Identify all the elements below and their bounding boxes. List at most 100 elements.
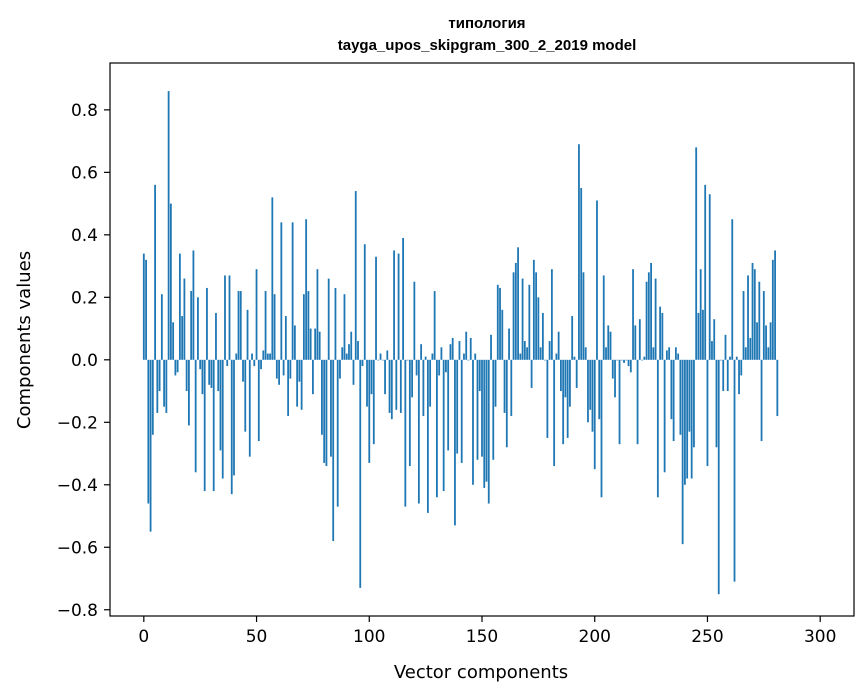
bar-204: [602, 275, 605, 360]
bar-273: [758, 281, 761, 360]
bar-278: [769, 322, 772, 360]
bar-246: [697, 312, 700, 360]
bar-160: [503, 359, 506, 413]
bar-213: [623, 359, 625, 363]
bar-221: [641, 359, 643, 361]
bar-180: [548, 341, 551, 360]
bar-216: [629, 359, 632, 373]
bar-114: [399, 359, 402, 413]
bar-120: [413, 281, 416, 360]
bar-34: [219, 359, 222, 451]
bar-181: [550, 269, 553, 360]
bar-148: [476, 359, 479, 460]
bar-151: [483, 359, 486, 488]
bar-188: [566, 359, 569, 438]
bar-129: [433, 291, 436, 360]
bar-154: [490, 334, 492, 360]
bar-109: [388, 359, 391, 413]
bar-143: [465, 331, 468, 360]
bar-59: [275, 359, 278, 379]
bar-84: [332, 359, 335, 542]
bar-65: [289, 359, 292, 379]
x-tick-label-150: 150: [466, 627, 498, 647]
bar-192: [575, 359, 578, 388]
bar-60: [278, 359, 280, 385]
bar-182: [553, 359, 556, 467]
bar-22: [192, 250, 195, 360]
bar-33: [217, 359, 220, 392]
bar-226: [652, 347, 655, 360]
bar-280: [774, 250, 776, 360]
bar-242: [688, 359, 691, 432]
bar-189: [569, 359, 571, 407]
bar-103: [375, 256, 377, 360]
bar-250: [706, 359, 709, 467]
bar-134: [445, 359, 447, 373]
bar-51: [257, 359, 260, 442]
bar-66: [291, 222, 294, 360]
bar-44: [242, 359, 244, 382]
x-axis-ticks: 0 50 100 150 200 250 300: [138, 616, 836, 647]
bar-102: [372, 359, 375, 445]
bar-162: [508, 328, 510, 360]
bar-68: [296, 359, 299, 407]
y-axis-label: Components values: [14, 251, 35, 429]
y-tick-label-5: 0.2: [71, 288, 98, 308]
bar-141: [460, 359, 463, 463]
bar-231: [663, 359, 666, 473]
bar-11: [167, 91, 170, 360]
bar-235: [672, 359, 675, 442]
bar-243: [690, 359, 693, 479]
bar-72: [305, 219, 308, 360]
bar-239: [681, 359, 684, 545]
bar-244: [693, 359, 695, 448]
bar-106: [381, 359, 384, 361]
bar-168: [521, 278, 524, 360]
bar-35: [221, 359, 224, 479]
bar-233: [668, 347, 671, 360]
bar-105: [379, 353, 382, 360]
bar-18: [183, 278, 186, 360]
bar-177: [541, 312, 544, 360]
bar-206: [607, 325, 610, 360]
bar-158: [499, 287, 501, 360]
bar-46: [246, 309, 249, 360]
bar-265: [740, 359, 743, 376]
bar-113: [397, 253, 400, 360]
bar-10: [165, 359, 168, 413]
bar-56: [269, 353, 271, 360]
bar-217: [632, 269, 634, 360]
bar-210: [616, 359, 619, 361]
bar-70: [300, 359, 303, 410]
bar-279: [771, 259, 774, 360]
y-tick-label-3: −0.2: [57, 413, 98, 433]
bar-111: [393, 250, 395, 360]
bar-119: [411, 359, 414, 398]
bar-4: [151, 359, 154, 435]
y-tick-label-0: −0.8: [57, 601, 98, 621]
bar-88: [341, 347, 344, 360]
y-tick-label-4: 0.0: [71, 351, 98, 371]
bar-159: [501, 309, 504, 360]
bar-45: [244, 359, 247, 432]
bar-271: [753, 269, 756, 360]
bar-97: [361, 359, 364, 367]
bar-93: [352, 359, 355, 385]
chart-title: типология: [448, 15, 525, 32]
bar-67: [293, 325, 296, 360]
bar-164: [512, 272, 515, 360]
bar-207: [609, 331, 612, 360]
bar-82: [327, 278, 330, 360]
bar-130: [436, 359, 438, 498]
bar-26: [201, 359, 204, 395]
bar-13: [172, 322, 175, 360]
bar-89: [343, 294, 346, 360]
bar-98: [363, 244, 366, 360]
plot-frame: [109, 62, 855, 617]
bar-112: [395, 359, 398, 410]
bar-28: [206, 287, 208, 360]
y-tick-label-7: 0.6: [71, 163, 98, 183]
bar-194: [580, 187, 583, 360]
bar-83: [330, 359, 332, 457]
bar-254: [715, 359, 718, 448]
